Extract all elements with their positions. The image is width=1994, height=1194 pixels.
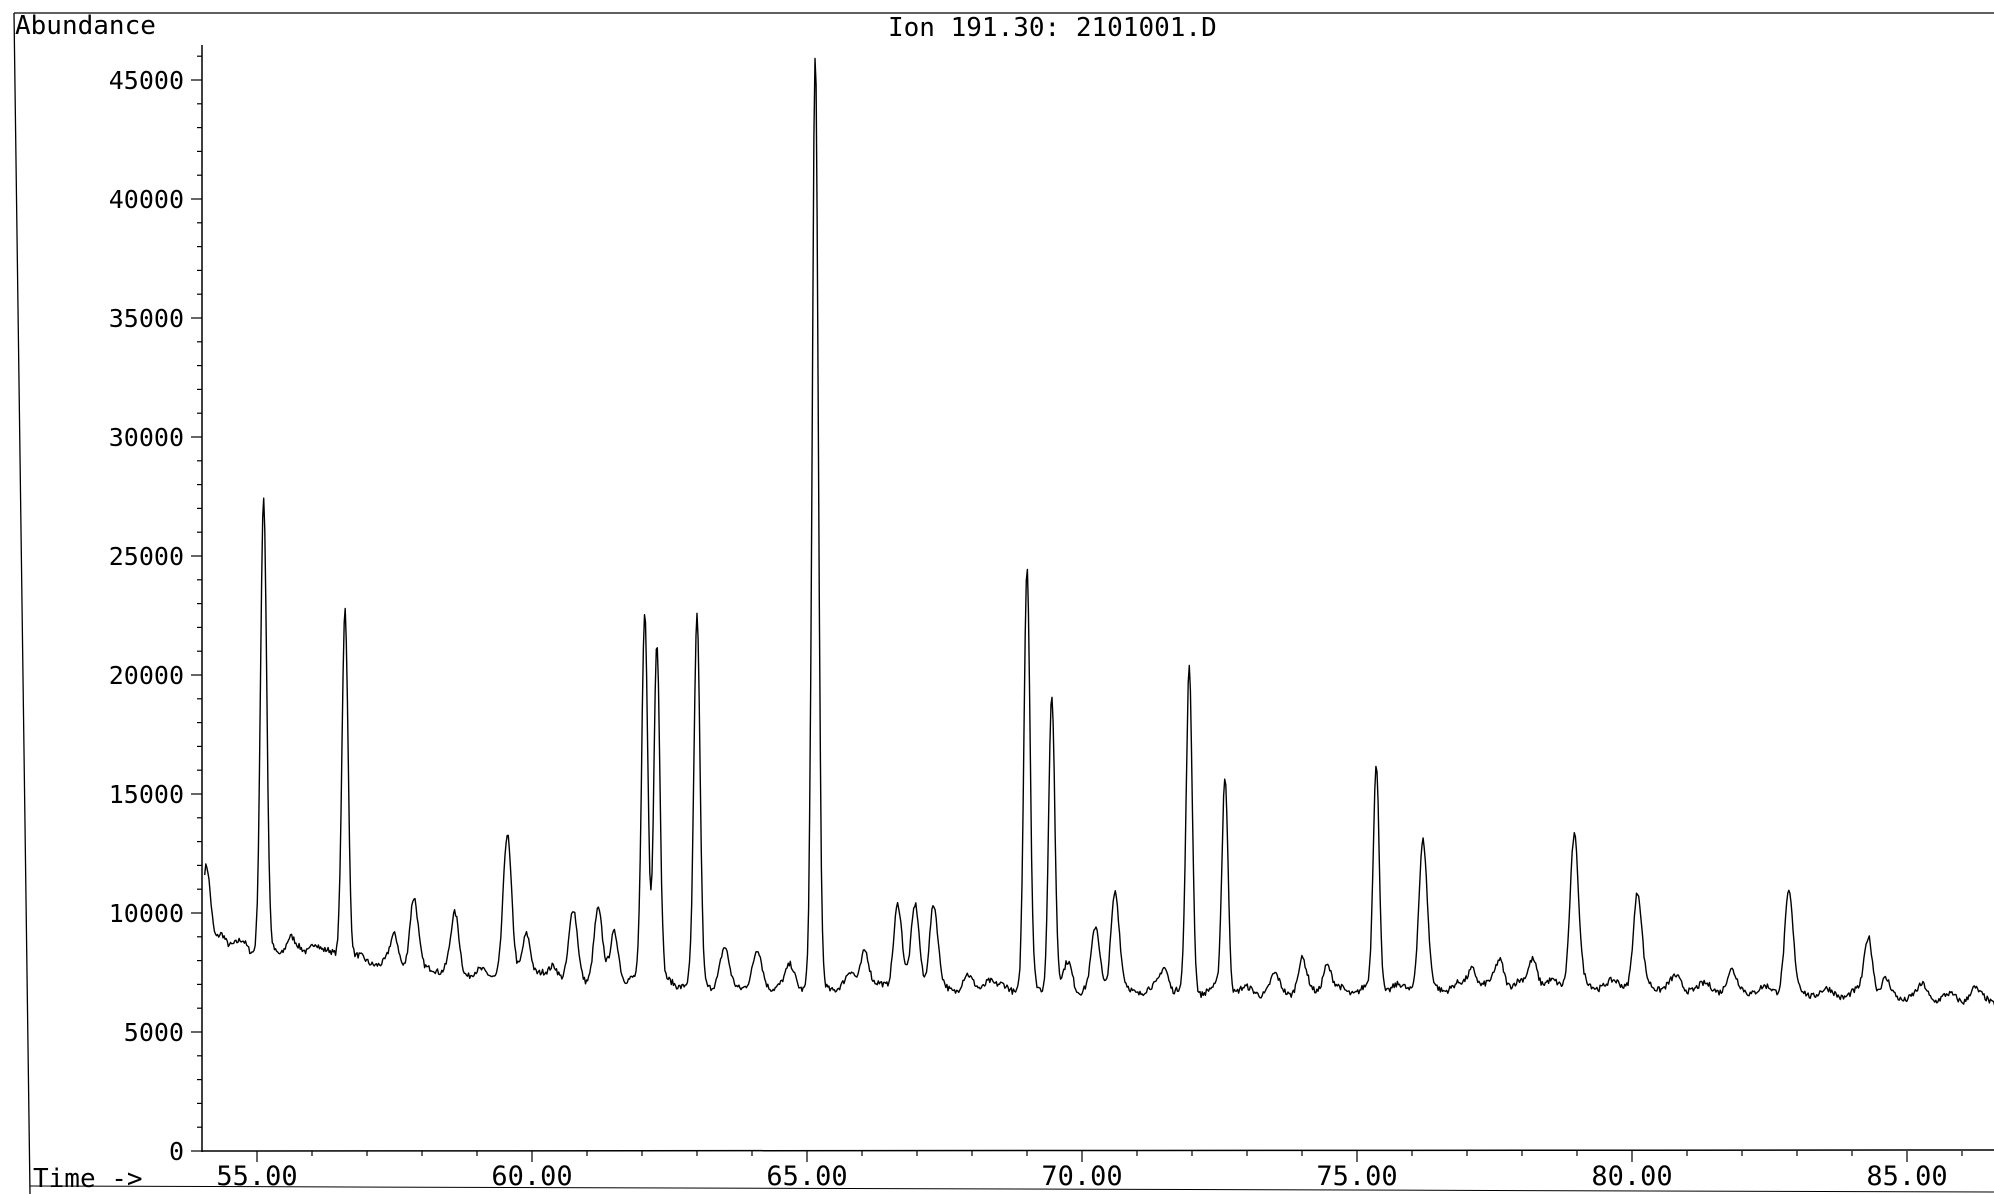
y-tick-label: 10000: [109, 899, 184, 928]
x-axis-line: [201, 1149, 1994, 1152]
y-tick-label: 45000: [109, 66, 184, 95]
x-tick-label: 70.00: [1041, 1161, 1122, 1192]
x-tick-label: 80.00: [1591, 1161, 1672, 1192]
frame-bottom-line: [29, 1185, 1994, 1193]
y-tick-label: 5000: [124, 1018, 184, 1047]
y-tick-label: 15000: [109, 780, 184, 809]
x-axis-label: Time ->: [33, 1164, 143, 1194]
y-axis-ticks: 0 5000 10000 15000 20000 25000 30000 35000 40000…: [109, 55, 202, 1166]
y-tick-label: 25000: [109, 542, 184, 571]
chart-title: Ion 191.30: 2101001.D: [888, 13, 1217, 43]
x-axis-ticks: 55.00 60.00 65.00 70.00 75.00 80.00 85.00: [216, 1151, 1963, 1192]
x-tick-label: 85.00: [1866, 1161, 1947, 1192]
x-tick-label: 75.00: [1316, 1161, 1397, 1192]
y-tick-label: 30000: [109, 423, 184, 452]
x-tick-label: 65.00: [766, 1161, 847, 1192]
frame-left-line: [13, 12, 31, 1194]
y-tick-label: 0: [169, 1137, 184, 1166]
y-tick-label: 20000: [109, 661, 184, 690]
x-tick-label: 60.00: [491, 1161, 572, 1192]
ion-trace-line: [204, 57, 1994, 1006]
x-tick-label: 55.00: [216, 1161, 297, 1192]
y-tick-label: 35000: [109, 304, 184, 333]
y-axis-label: Abundance: [15, 11, 156, 41]
y-tick-label: 40000: [109, 185, 184, 214]
